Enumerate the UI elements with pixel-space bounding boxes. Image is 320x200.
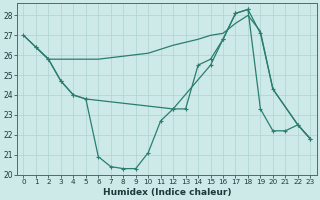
X-axis label: Humidex (Indice chaleur): Humidex (Indice chaleur) bbox=[103, 188, 231, 197]
